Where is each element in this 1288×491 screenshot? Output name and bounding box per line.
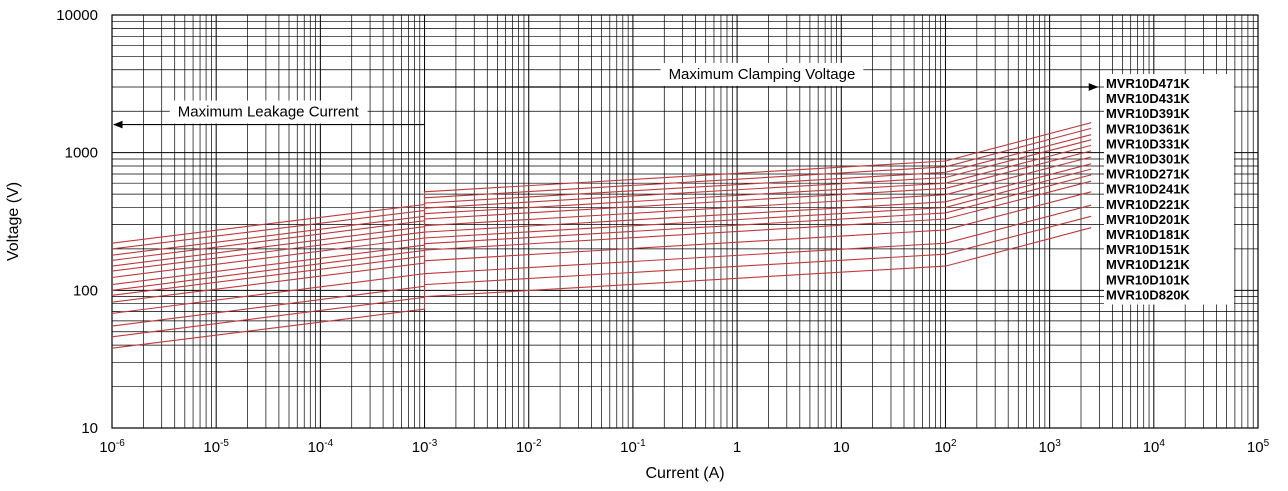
series-line-MVR10D151K	[111, 191, 1092, 314]
series-line-MVR10D221K	[111, 168, 1092, 291]
x-tick-label: 10-3	[412, 438, 438, 456]
series-label: MVR10D201K	[1106, 212, 1190, 227]
y-axis-title: Voltage (V)	[5, 182, 22, 261]
series-line-MVR10D391K	[111, 134, 1092, 256]
series-label: MVR10D820K	[1106, 287, 1190, 302]
series-line-MVR10D271K	[111, 156, 1092, 279]
x-tick-label: 10-6	[99, 438, 125, 456]
series-label: MVR10D471K	[1106, 76, 1190, 91]
series-label: MVR10D151K	[1106, 242, 1190, 257]
x-tick-label: 104	[1143, 438, 1166, 456]
annotation-label: Maximum Clamping Voltage	[669, 66, 856, 83]
y-tick-labels: 10 100 1000 10000	[56, 7, 98, 437]
series-label: MVR10D181K	[1106, 227, 1190, 242]
series-line-MVR10D121K	[111, 204, 1092, 327]
series-label: MVR10D101K	[1106, 272, 1190, 287]
y-tick-label: 100	[73, 282, 98, 299]
series-line-MVR10D431K	[111, 127, 1092, 250]
series-line-MVR10D241K	[111, 163, 1092, 286]
series-label: MVR10D331K	[1106, 136, 1190, 151]
series-labels-background	[1104, 74, 1234, 305]
series-line-MVR10D301K	[111, 150, 1092, 272]
x-tick-label: 10	[833, 439, 850, 456]
x-tick-label: 1	[733, 439, 741, 456]
annotation-label-background	[660, 62, 864, 86]
annotations: Maximum Leakage Current Maximum Clamping …	[113, 62, 1099, 129]
series-label: MVR10D271K	[1106, 167, 1190, 182]
x-tick-label: 10-2	[516, 438, 542, 456]
series-line-MVR10D201K	[111, 174, 1092, 296]
series-line-MVR10D181K	[111, 180, 1092, 303]
x-tick-label: 103	[1039, 438, 1062, 456]
series-layer	[111, 122, 1092, 349]
x-tick-label: 10-4	[308, 438, 334, 456]
series-line-MVR10D471K	[111, 122, 1092, 244]
series-line-MVR10D361K	[111, 139, 1092, 261]
series-label: MVR10D221K	[1106, 197, 1190, 212]
x-tick-label: 10-5	[203, 438, 229, 456]
series-line-MVR10D101K	[111, 215, 1092, 338]
series-label: MVR10D121K	[1106, 257, 1190, 272]
x-tick-labels: 10-6 10-5 10-4 10-3 10-2 10-1 1 10 102 103 104 105	[99, 438, 1269, 456]
y-tick-label: 1000	[65, 145, 98, 162]
x-tick-label: 105	[1247, 438, 1270, 456]
series-labels: MVR10D471KMVR10D431KMVR10D391KMVR10D361K…	[1104, 74, 1234, 305]
annotation-label-background	[169, 100, 368, 124]
series-label: MVR10D391K	[1106, 106, 1190, 121]
plot-frame	[111, 14, 1259, 429]
series-line-MVR10D331K	[111, 144, 1092, 267]
series-label: MVR10D301K	[1106, 152, 1190, 167]
x-axis-title: Current (A)	[645, 465, 724, 482]
annotation-label: Maximum Leakage Current	[178, 104, 360, 121]
series-line-MVR10D820K	[111, 227, 1092, 349]
y-tick-label: 10	[81, 420, 98, 437]
series-label: MVR10D431K	[1106, 91, 1190, 106]
x-tick-label: 10-1	[620, 438, 646, 456]
x-tick-label: 102	[934, 438, 957, 456]
y-tick-label: 10000	[56, 7, 98, 24]
series-label: MVR10D361K	[1106, 121, 1190, 136]
series-label: MVR10D241K	[1106, 182, 1190, 197]
